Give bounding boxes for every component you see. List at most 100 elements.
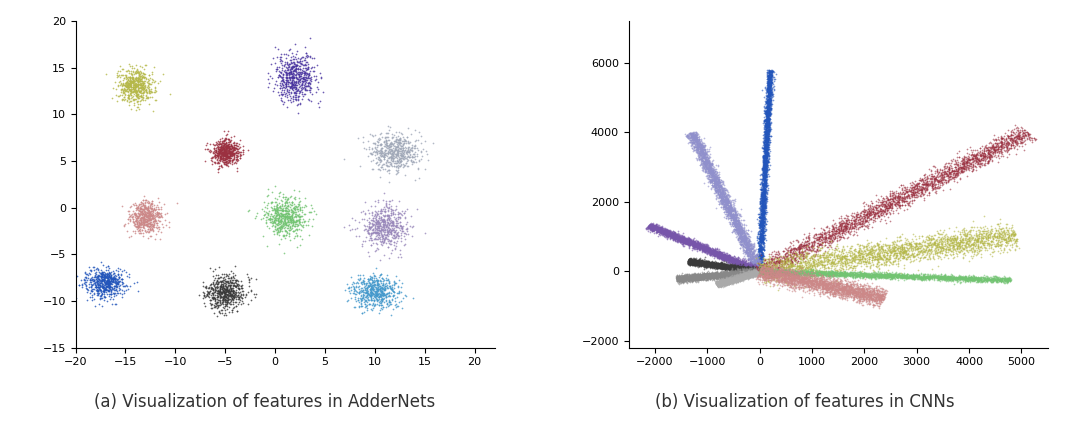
Point (680, 274, 698, 281)
Point (731, 268, 748, 275)
Point (787, 250, 805, 257)
Point (1003, 242, 1021, 249)
Point (832, 221, 849, 228)
Point (679, 261, 697, 268)
Point (940, 273, 957, 280)
Point (904, 245, 921, 252)
Point (720, 263, 738, 270)
Point (852, 287, 869, 294)
Point (86, 284, 104, 291)
Point (675, 238, 692, 245)
Point (379, 150, 396, 157)
Point (721, 270, 739, 276)
Point (875, 202, 892, 209)
Point (780, 278, 797, 285)
Point (869, 212, 887, 219)
Point (833, 256, 850, 263)
Point (998, 276, 1015, 282)
Point (697, 156, 714, 163)
Point (129, 66, 146, 73)
Point (738, 267, 755, 274)
Point (747, 268, 765, 275)
Point (713, 281, 730, 287)
Point (770, 276, 787, 283)
Point (723, 272, 740, 279)
Point (879, 206, 896, 213)
Point (693, 153, 711, 159)
Point (731, 223, 748, 229)
Point (723, 196, 740, 203)
Point (683, 240, 700, 247)
Point (353, 288, 370, 295)
Point (669, 234, 686, 240)
Point (761, 92, 779, 98)
Point (729, 275, 746, 282)
Point (839, 287, 856, 294)
Point (684, 241, 701, 248)
Point (138, 89, 156, 96)
Point (885, 257, 902, 264)
Point (688, 241, 705, 248)
Point (720, 256, 738, 263)
Point (784, 266, 801, 273)
Point (1022, 131, 1039, 138)
Point (957, 273, 974, 280)
Point (661, 228, 678, 235)
Point (689, 148, 706, 155)
Point (134, 213, 151, 220)
Point (769, 270, 786, 276)
Point (757, 150, 774, 157)
Point (827, 245, 845, 252)
Point (650, 224, 667, 231)
Point (361, 276, 378, 282)
Point (713, 271, 730, 277)
Point (805, 252, 822, 259)
Point (684, 238, 701, 245)
Point (105, 276, 122, 282)
Point (715, 280, 732, 287)
Point (714, 253, 731, 259)
Point (812, 279, 829, 286)
Point (756, 179, 773, 186)
Point (954, 237, 971, 244)
Point (824, 259, 841, 266)
Point (737, 271, 754, 278)
Point (758, 114, 775, 121)
Point (748, 267, 766, 274)
Point (681, 236, 699, 243)
Point (286, 72, 303, 78)
Point (206, 291, 224, 298)
Point (754, 180, 771, 187)
Point (388, 231, 405, 237)
Point (93, 269, 110, 276)
Point (738, 267, 755, 274)
Point (918, 179, 935, 186)
Point (96, 274, 113, 281)
Point (958, 158, 975, 165)
Point (920, 181, 937, 188)
Point (773, 280, 791, 287)
Point (954, 242, 971, 249)
Point (721, 277, 739, 284)
Point (214, 287, 231, 294)
Point (883, 244, 901, 251)
Point (761, 120, 779, 127)
Point (380, 236, 397, 243)
Point (742, 273, 759, 280)
Point (406, 156, 423, 162)
Point (918, 272, 935, 279)
Point (701, 262, 718, 269)
Point (283, 214, 300, 221)
Point (112, 74, 130, 81)
Point (400, 148, 417, 155)
Point (706, 273, 724, 280)
Point (266, 219, 283, 226)
Point (122, 282, 139, 289)
Point (378, 212, 395, 219)
Point (696, 259, 713, 266)
Point (116, 75, 133, 81)
Point (834, 253, 851, 259)
Point (860, 273, 877, 279)
Point (680, 234, 698, 241)
Point (750, 260, 767, 267)
